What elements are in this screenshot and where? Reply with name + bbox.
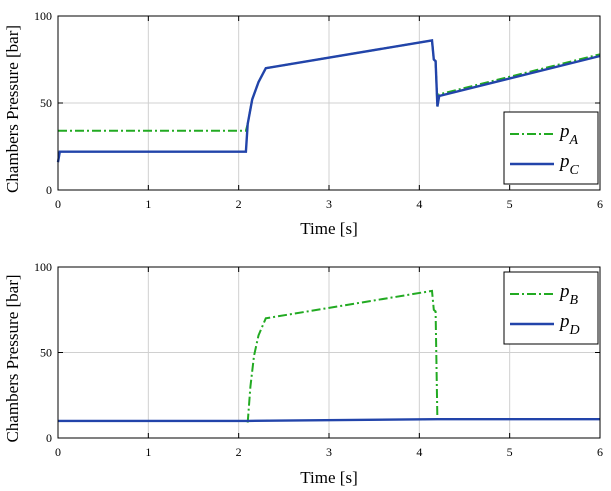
x-tick-label: 1 — [145, 197, 151, 211]
x-tick-label: 0 — [55, 197, 61, 211]
y-tick-label: 100 — [34, 9, 52, 23]
series-line-pD — [58, 418, 600, 423]
x-tick-label: 2 — [236, 197, 242, 211]
legend-box — [503, 111, 599, 185]
x-tick-label: 6 — [597, 445, 603, 459]
x-tick-label: 4 — [416, 197, 422, 211]
chart-panel-1: 0 1 2 3 4 5 6 0 50 100 Time [s] Chambers Pressure [… — [3, 9, 603, 238]
legend-box — [503, 271, 599, 345]
x-tick-label: 3 — [326, 197, 332, 211]
y-tick-label: 100 — [34, 260, 52, 274]
series-line-pC — [56, 39, 601, 163]
legend: pB pD — [503, 271, 599, 345]
x-tick-label: 5 — [507, 197, 513, 211]
x-tick-label: 6 — [597, 197, 603, 211]
y-axis-label: Chambers Pressure [bar] — [3, 25, 22, 193]
x-axis-label: Time [s] — [300, 219, 357, 238]
legend-label-pC: pC — [558, 151, 580, 178]
y-tick-label: 50 — [40, 346, 52, 360]
x-axis-label: Time [s] — [300, 468, 357, 487]
x-tick-label: 0 — [55, 445, 61, 459]
legend-label-pB: pB — [558, 281, 579, 308]
y-tick-label: 0 — [46, 431, 52, 445]
x-tick-label: 5 — [507, 445, 513, 459]
x-tick-label: 4 — [416, 445, 422, 459]
y-tick-label: 0 — [46, 183, 52, 197]
chart-panel-2: 0 1 2 3 4 5 6 0 50 100 Time [s] Chambers Pressure [… — [3, 260, 603, 487]
y-tick-label: 50 — [40, 96, 52, 110]
series-line-pB — [246, 289, 439, 423]
legend-label-pA: pA — [558, 121, 579, 148]
legend: pA pC — [503, 111, 599, 185]
x-tick-label: 1 — [145, 445, 151, 459]
legend-label-pD: pD — [558, 311, 580, 338]
y-axis-label: Chambers Pressure [bar] — [3, 274, 22, 442]
x-tick-label: 2 — [236, 445, 242, 459]
x-tick-label: 3 — [326, 445, 332, 459]
